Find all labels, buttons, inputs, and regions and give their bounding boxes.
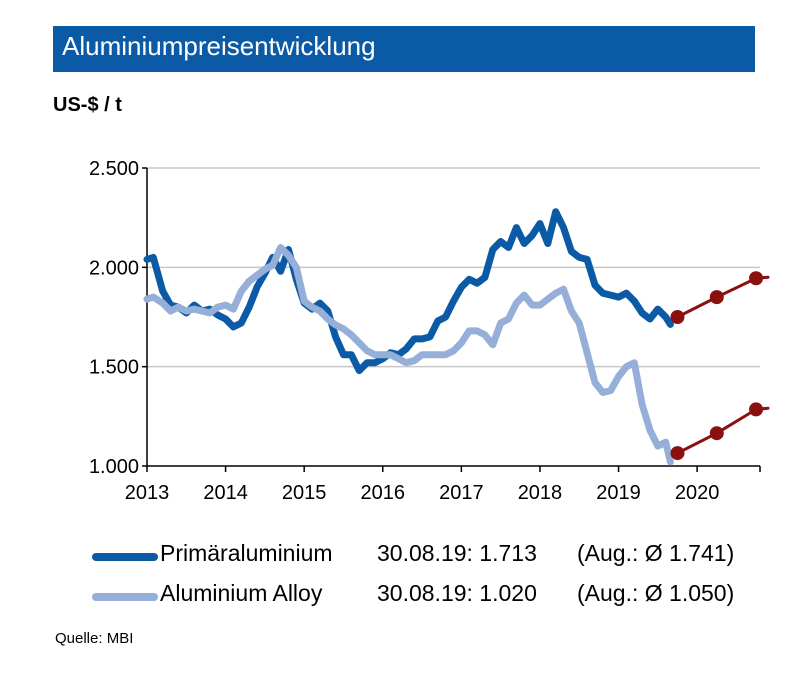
legend-series-value: 30.08.19: 1.713 xyxy=(377,540,537,566)
legend-swatch-primary xyxy=(92,553,158,561)
forecast-point xyxy=(749,402,764,417)
y-tick-label: 1.500 xyxy=(89,357,139,379)
forecast-point xyxy=(709,290,724,305)
x-tick-label: 2016 xyxy=(361,482,406,504)
forecast-point xyxy=(709,426,724,441)
y-tick-label: 2.500 xyxy=(89,158,139,180)
x-tick-label: 2020 xyxy=(675,482,720,504)
source-note: Quelle: MBI xyxy=(55,630,134,647)
series-line-aluminium-alloy xyxy=(143,244,674,466)
chart-title: Aluminiumpreisentwicklung xyxy=(62,31,376,61)
x-tick-label: 2014 xyxy=(203,482,248,504)
x-tick-label: 2015 xyxy=(282,482,327,504)
legend-series-name: Primäraluminium xyxy=(160,540,333,566)
y-tick-label: 2.000 xyxy=(89,257,139,279)
x-tick-label: 2019 xyxy=(596,482,641,504)
x-tick-label: 2017 xyxy=(439,482,484,504)
unit-label: US-$ / t xyxy=(53,94,122,116)
legend-series-value: 30.08.19: 1.020 xyxy=(377,580,537,606)
series-line-primaeraluminium xyxy=(143,208,674,375)
x-tick-label: 2018 xyxy=(518,482,563,504)
legend-series-name: Aluminium Alloy xyxy=(160,580,323,606)
legend-series-average: (Aug.: Ø 1.741) xyxy=(577,540,735,566)
forecast-point xyxy=(749,271,764,286)
y-tick-label: 1.000 xyxy=(89,456,139,478)
forecast-point xyxy=(670,310,685,324)
legend-series-average: (Aug.: Ø 1.050) xyxy=(577,580,735,606)
x-tick-label: 2013 xyxy=(125,482,170,504)
title-bar xyxy=(53,26,755,72)
forecast-point xyxy=(670,446,685,461)
legend-swatch-alloy xyxy=(92,593,158,601)
